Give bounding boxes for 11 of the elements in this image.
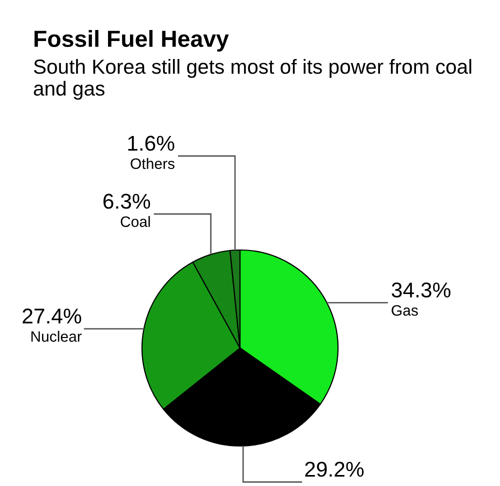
chart-title: Fossil Fuel Heavy [34, 30, 229, 52]
data-label: 29.2% [305, 462, 364, 477]
data-label: 1.6% [128, 136, 174, 151]
data-label: 6.3% [103, 194, 150, 209]
data-label: 34.3% [392, 282, 450, 298]
slice-label: Coal [120, 216, 150, 228]
data-label: 27.4% [22, 308, 82, 324]
slice-label: Gas [392, 305, 418, 316]
slice-label: Others [130, 158, 174, 170]
slice-label: Nuclear [31, 330, 82, 342]
chart-subtitle: South Korea still gets most of its power from coal and gas [34, 59, 472, 100]
